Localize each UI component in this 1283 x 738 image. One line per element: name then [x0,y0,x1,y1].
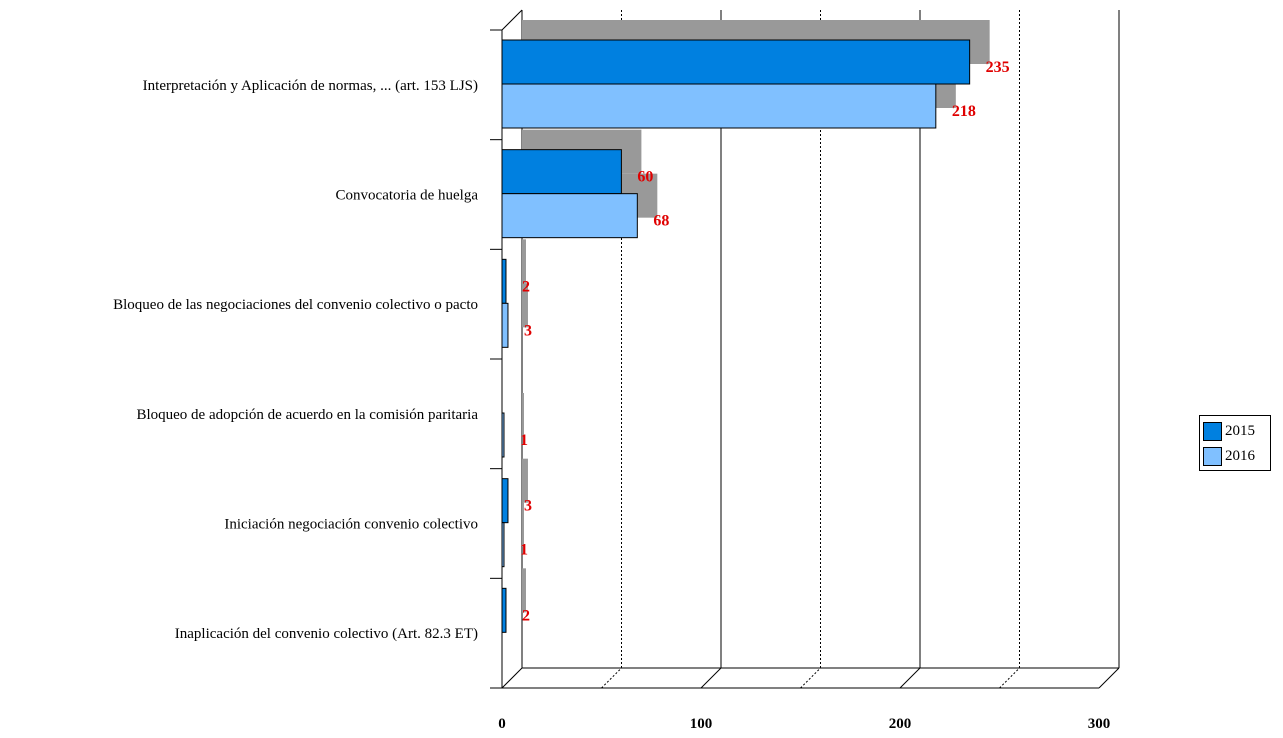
data-label: 60 [637,169,653,186]
bar-2015 [501,39,971,85]
bar-2016 [501,193,638,239]
floor-line [700,667,722,689]
x-tick-label: 200 [889,716,912,732]
floor-line [601,667,622,689]
data-label: 1 [520,542,528,559]
data-label: 2 [522,278,530,295]
floor-line [999,667,1020,689]
bar-2016 [501,83,937,129]
category-label: Bloqueo de adopción de acuerdo en la com… [136,407,478,423]
data-labels: 235 218 60 68 2 3 1 3 1 2 [520,59,1010,624]
bar-2015 [501,258,507,304]
legend-item-2016: 2016 [1203,445,1255,467]
category-label: Convocatoria de huelga [336,188,479,204]
bar-2015 [501,149,622,195]
data-label: 2 [522,607,530,624]
bar-shadow [522,502,524,547]
floor-line [899,667,921,689]
bar-2015 [501,478,509,524]
bar-shadow [522,393,524,437]
legend-item-2015: 2015 [1203,420,1255,442]
x-tick-label: 100 [690,716,713,732]
data-label: 1 [520,432,528,449]
floor-line [800,667,821,689]
data-label: 235 [986,59,1010,76]
category-label: Bloqueo de las negociaciones del conveni… [113,297,478,313]
bars [501,39,971,633]
floor-line [1098,667,1120,689]
legend-label-2016: 2016 [1225,447,1255,464]
x-tick-label: 300 [1088,716,1111,732]
legend-label-2015: 2015 [1225,422,1255,439]
legend: 2015 2016 [1199,415,1271,471]
category-label: Inaplicación del convenio colectivo (Art… [175,626,478,642]
bar-shadow [522,283,528,328]
wall-top-edge [501,9,523,31]
x-tick-label: 0 [498,716,506,732]
data-label: 3 [524,498,532,515]
axes: Interpretación y Aplicación de normas, .… [113,9,1111,732]
legend-swatch-2015 [1203,421,1222,441]
data-label: 68 [653,213,669,230]
bar-2016 [501,302,509,348]
floor-line [501,667,523,689]
category-label: Interpretación y Aplicación de normas, .… [143,78,478,94]
bar-shadow [522,458,528,503]
data-label: 3 [524,322,532,339]
legend-swatch-2016 [1203,446,1222,466]
bar-2015 [501,587,507,633]
data-label: 218 [952,103,976,120]
bar-shadow [522,568,526,613]
category-label: Iniciación negociación convenio colectiv… [224,517,478,533]
bar-shadow [522,239,526,284]
